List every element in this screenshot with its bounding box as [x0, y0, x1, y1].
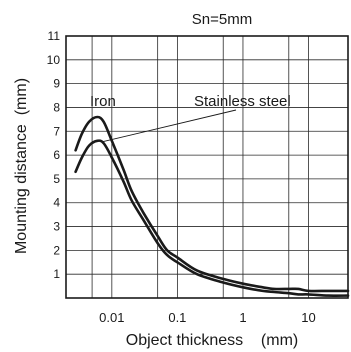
- y-tick-label: 1: [53, 267, 60, 281]
- y-tick-label: 10: [47, 53, 61, 67]
- y-tick-label: 8: [53, 100, 60, 114]
- y-axis-label: Mounting distance (mm): [13, 78, 30, 254]
- x-tick-label: 0.01: [99, 310, 124, 325]
- y-tick-label: 7: [53, 124, 60, 138]
- y-tick-label: 2: [53, 243, 60, 257]
- series-line-iron: [74, 115, 350, 293]
- chart-grid: [66, 35, 348, 298]
- x-tick-label: 0.1: [168, 310, 186, 325]
- y-tick-labels: 1 2 3 4 5 6 7 8 9 10 11: [47, 29, 61, 281]
- x-axis-label: Object thickness (mm): [126, 332, 298, 349]
- chart-title: Sn=5mm: [192, 11, 252, 28]
- chart-curves: [74, 115, 350, 297]
- plot-frame: [65, 35, 349, 299]
- leader-line-stainless-steel: [101, 109, 237, 143]
- y-tick-label: 9: [53, 77, 60, 91]
- annotation-iron: Iron: [90, 93, 116, 110]
- y-tick-label: 11: [48, 29, 61, 43]
- y-tick-label: 4: [53, 196, 60, 210]
- annotation-leaders: [101, 109, 237, 143]
- y-tick-label: 6: [53, 148, 60, 162]
- y-tick-label: 3: [53, 220, 60, 234]
- y-tick-label: 5: [53, 172, 60, 186]
- series-line-stainless-steel: [74, 139, 350, 297]
- annotation-stainless-steel: Stainless steel: [194, 93, 291, 110]
- x-tick-label: 1: [239, 310, 246, 325]
- x-tick-label: 10: [301, 310, 315, 325]
- x-tick-labels: 0.01 0.1 1 10: [99, 310, 316, 325]
